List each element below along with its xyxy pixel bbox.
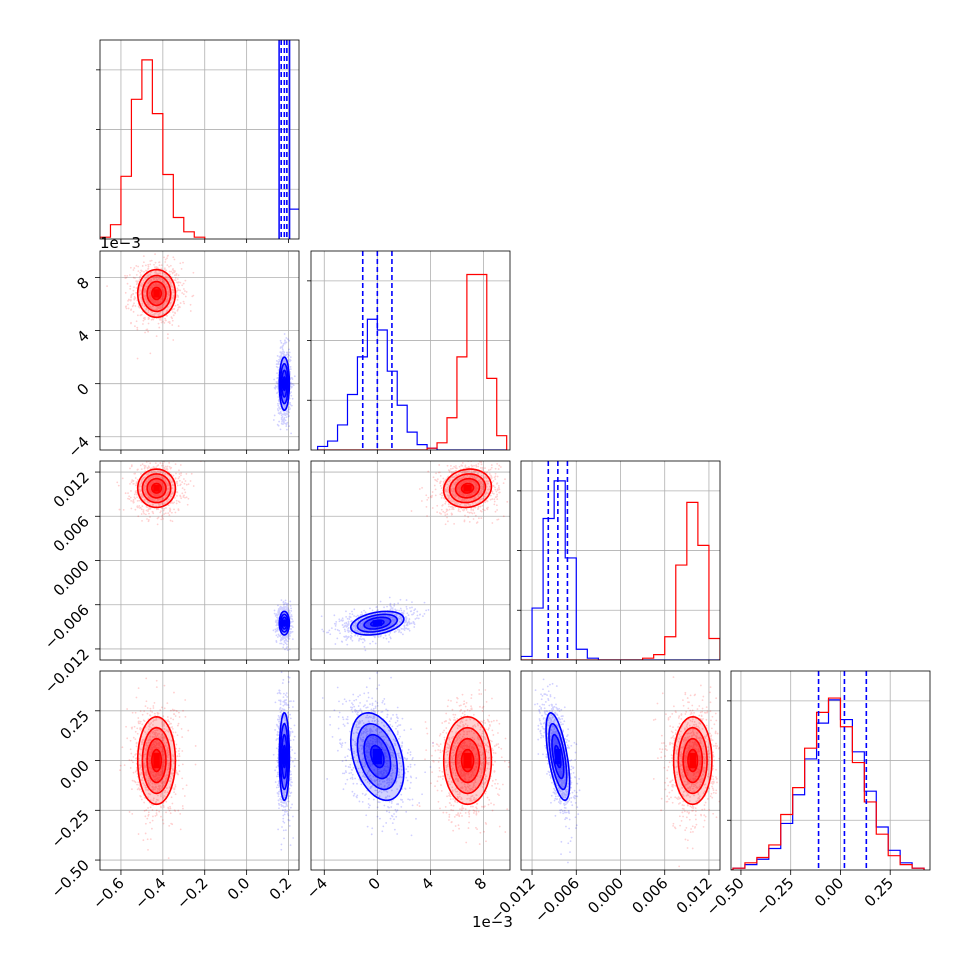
scatter-panel-3-0	[99, 670, 300, 871]
x-tick-label: −0.25	[752, 874, 797, 919]
histogram-panel-0	[99, 39, 300, 240]
scatter-panel-3-2	[520, 670, 721, 871]
scatter-panel-3-1	[310, 670, 511, 871]
density-peak	[372, 748, 382, 765]
y-tick-label: −0.25	[48, 806, 93, 851]
y-tick-label: 0.012	[50, 468, 93, 511]
density-peak	[153, 289, 160, 298]
scatter-panel-2-0	[99, 460, 300, 661]
histogram-series-0	[100, 59, 206, 239]
x-tick-label: 0.006	[628, 874, 671, 917]
y-offset-label: 1e−3	[100, 234, 141, 252]
histogram-panel-3	[730, 670, 931, 871]
y-tick-label: −0.006	[41, 601, 93, 653]
scatter-panel-1-0	[99, 250, 300, 451]
x-tick-label: −0.6	[89, 874, 127, 912]
y-tick-label: −4	[64, 433, 92, 461]
panel-frame	[99, 39, 300, 240]
histogram-series-1	[731, 697, 925, 870]
panel-frame	[310, 460, 511, 661]
density-peak	[153, 484, 160, 492]
y-tick-label: 0.00	[56, 757, 92, 793]
panel-frame	[310, 670, 511, 871]
density-peak	[281, 748, 288, 765]
x-tick-label: −0.4	[131, 874, 169, 912]
y-tick-label: −0.012	[41, 645, 93, 697]
x-offset-label: 1e−3	[472, 913, 513, 931]
density-peak	[554, 748, 561, 765]
y-tick-label: 4	[73, 327, 92, 346]
density-peak	[281, 620, 288, 627]
y-tick-label: 0.25	[56, 707, 92, 743]
panel-frame	[310, 250, 511, 451]
x-tick-label: 0.0	[224, 874, 254, 904]
y-tick-label: −0.50	[48, 856, 93, 901]
panel-frame	[730, 670, 931, 871]
density-peak	[153, 752, 160, 769]
x-tick-label: −0.2	[173, 874, 211, 912]
histogram-series-1	[521, 501, 720, 660]
histogram-panel-1	[310, 250, 511, 451]
x-tick-label: −0.006	[531, 874, 583, 926]
density-peak	[281, 379, 288, 389]
histogram-panel-2	[520, 460, 721, 661]
density-peak	[463, 484, 472, 492]
histogram-series-0	[317, 318, 507, 450]
density-peak	[689, 752, 697, 769]
x-tick-label: 0	[365, 874, 384, 893]
y-tick-label: 0.000	[50, 557, 93, 600]
y-tick-label: 0.006	[50, 512, 93, 555]
x-tick-label: 0.00	[811, 874, 847, 910]
x-tick-label: 4	[418, 874, 437, 893]
panel-frame	[99, 250, 300, 451]
x-tick-label: 8	[471, 874, 490, 893]
density-peak	[372, 620, 382, 627]
histogram-series-1	[317, 273, 508, 450]
scatter-points-0	[652, 676, 720, 868]
panel-frame	[99, 670, 300, 871]
x-tick-label: 0.25	[861, 874, 897, 910]
x-tick-label: 0.2	[266, 874, 296, 904]
y-tick-label: 0	[73, 380, 92, 399]
density-peak	[463, 752, 472, 769]
scatter-panel-2-1	[310, 460, 511, 661]
histogram-series-0	[521, 480, 720, 660]
scatter-points-0	[416, 681, 510, 845]
x-tick-label: −4	[303, 874, 331, 902]
x-tick-label: 0.000	[584, 874, 627, 917]
y-tick-label: 8	[73, 274, 92, 293]
